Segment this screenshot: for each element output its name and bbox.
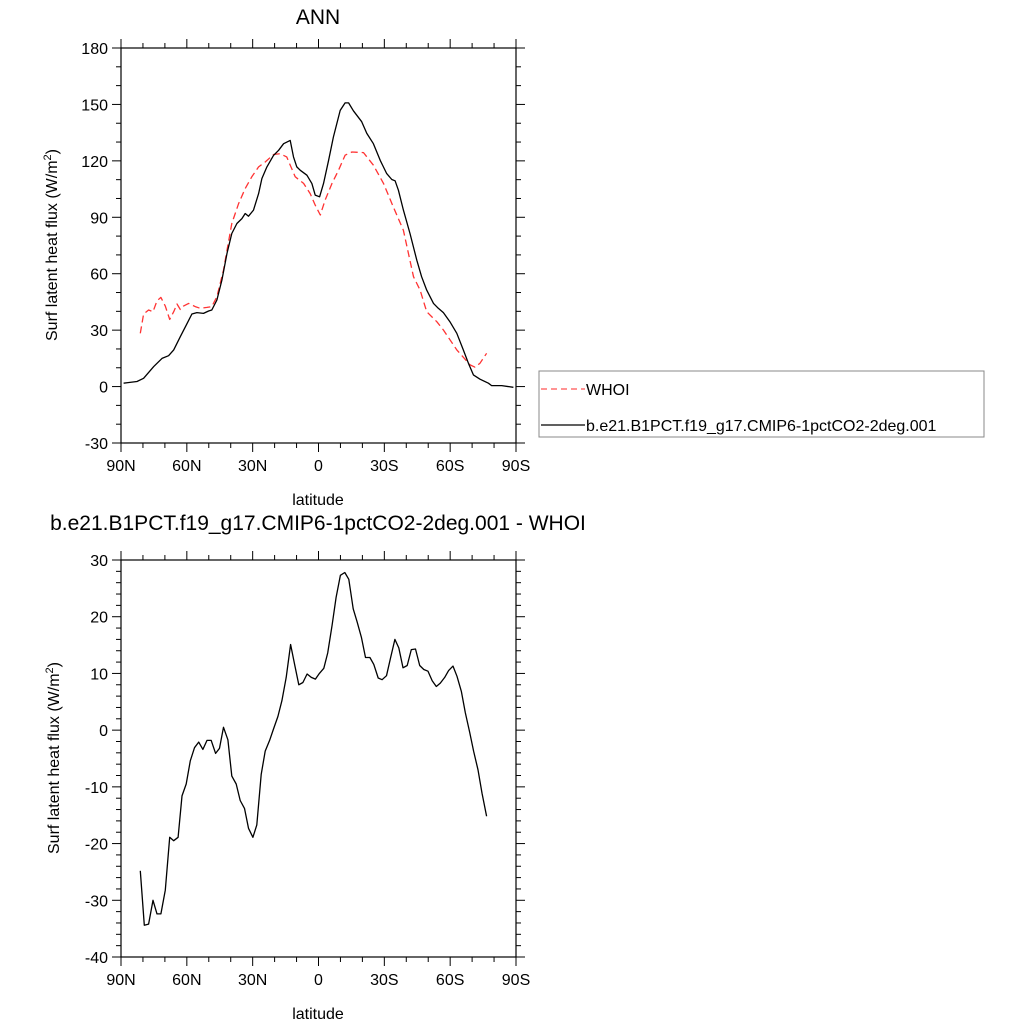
bottom-panel-title: b.e21.B1PCT.f19_g17.CMIP6-1pctCO2-2deg.0… bbox=[50, 512, 586, 535]
legend: WHOI b.e21.B1PCT.f19_g17.CMIP6-1pctCO2-2… bbox=[538, 370, 985, 438]
y-tick-label: -40 bbox=[85, 950, 108, 967]
x-tick-label: 30S bbox=[370, 972, 398, 989]
y-label-close: ) bbox=[46, 662, 63, 667]
y-tick-label: 10 bbox=[90, 666, 108, 683]
x-tick-label: 60S bbox=[436, 458, 464, 475]
legend-label-model: b.e21.B1PCT.f19_g17.CMIP6-1pctCO2-2deg.0… bbox=[586, 418, 937, 435]
y-tick-label: -10 bbox=[85, 780, 108, 797]
y-tick-label: -30 bbox=[85, 893, 108, 910]
x-tick-label: 60N bbox=[172, 458, 201, 475]
top-panel-title: ANN bbox=[296, 6, 340, 29]
x-tick-label: 0 bbox=[314, 972, 323, 989]
x-tick-label: 90N bbox=[106, 458, 135, 475]
y-tick-label: 90 bbox=[90, 210, 108, 227]
bottom-panel-difference: b.e21.B1PCT.f19_g17.CMIP6-1pctCO2-2deg.0… bbox=[44, 512, 586, 1023]
series-line-model bbox=[139, 571, 488, 926]
y-tick-label: 60 bbox=[90, 267, 108, 284]
y-tick-label: 0 bbox=[99, 380, 108, 397]
x-tick-label: 60S bbox=[436, 972, 464, 989]
bottom-panel-x-axis-label: latitude bbox=[292, 1006, 344, 1023]
top-panel-annual-mean: ANN latitude Surf latent heat flux (W/m2… bbox=[42, 6, 530, 509]
series-line-model bbox=[123, 102, 514, 388]
y-tick-label: -30 bbox=[85, 436, 108, 453]
y-label-main: Surf latent heat flux (W/m bbox=[44, 160, 61, 341]
x-tick-label: 90S bbox=[502, 458, 530, 475]
plot-frame bbox=[120, 47, 517, 444]
x-tick-label: 90N bbox=[106, 972, 135, 989]
legend-box bbox=[538, 370, 985, 438]
top-panel-x-axis-label: latitude bbox=[292, 492, 344, 509]
y-label-superscript: 2 bbox=[44, 667, 56, 673]
bottom-panel-y-axis-label: Surf latent heat flux (W/m2) bbox=[44, 662, 63, 854]
series-line-whoi bbox=[139, 151, 488, 368]
x-tick-label: 30N bbox=[238, 458, 267, 475]
y-tick-label: 180 bbox=[81, 41, 108, 58]
x-tick-label: 30N bbox=[238, 972, 267, 989]
x-tick-label: 30S bbox=[370, 458, 398, 475]
y-tick-label: 0 bbox=[99, 723, 108, 740]
y-tick-label: 30 bbox=[90, 323, 108, 340]
y-label-superscript: 2 bbox=[42, 154, 54, 160]
x-tick-label: 0 bbox=[314, 458, 323, 475]
legend-label-whoi: WHOI bbox=[586, 382, 630, 399]
y-tick-label: 20 bbox=[90, 610, 108, 627]
y-label-main: Surf latent heat flux (W/m bbox=[46, 673, 63, 854]
top-panel-y-axis-label: Surf latent heat flux (W/m2) bbox=[42, 149, 61, 341]
x-tick-label: 90S bbox=[502, 972, 530, 989]
y-tick-label: 150 bbox=[81, 97, 108, 114]
plot-frame bbox=[120, 559, 517, 958]
y-tick-label: -20 bbox=[85, 837, 108, 854]
y-tick-label: 30 bbox=[90, 553, 108, 570]
y-tick-label: 120 bbox=[81, 154, 108, 171]
y-label-close: ) bbox=[44, 149, 61, 154]
x-tick-label: 60N bbox=[172, 972, 201, 989]
